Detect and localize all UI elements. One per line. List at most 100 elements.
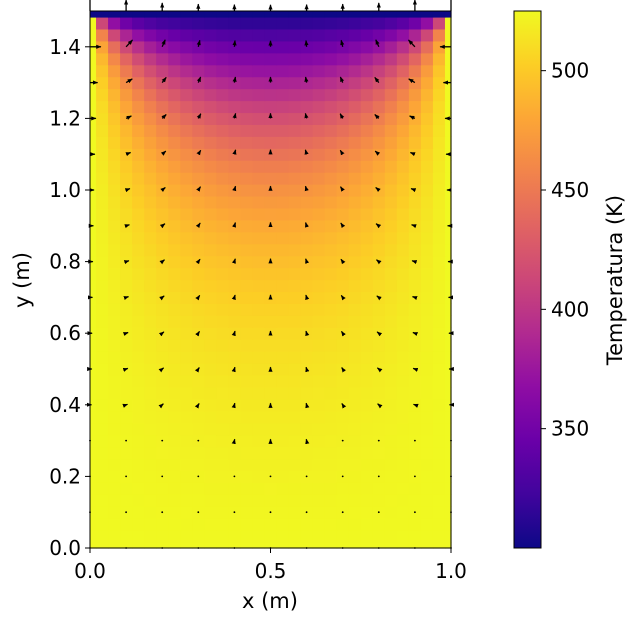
heatmap-cell (204, 458, 217, 472)
heatmap-cell (108, 40, 121, 54)
quiver-arrow (125, 39, 133, 48)
heatmap-cell (324, 148, 338, 161)
heatmap-cell (420, 64, 434, 78)
quiver-arrow (374, 114, 380, 120)
heatmap-cell (384, 195, 398, 209)
heatmap-cell (276, 303, 290, 316)
quiver-arrow (374, 150, 381, 156)
heatmap-cell (120, 374, 133, 388)
heatmap-cell (144, 148, 157, 161)
heatmap-cell (180, 386, 193, 400)
heatmap-cell (324, 16, 338, 30)
colorbar (513, 10, 542, 549)
heatmap-cell (192, 386, 205, 400)
heatmap-cell (384, 255, 398, 269)
heatmap-cell (264, 374, 278, 388)
heatmap-cell (192, 207, 205, 221)
heatmap-cell (156, 195, 169, 209)
heatmap-cell (108, 255, 121, 269)
heatmap-cell (228, 398, 242, 412)
heatmap-cell (324, 124, 338, 137)
heatmap-cell (252, 255, 266, 269)
heatmap-cell (252, 64, 266, 78)
heatmap-cell (300, 124, 314, 137)
heatmap-cell (336, 303, 350, 316)
heatmap-cell (96, 255, 109, 269)
heatmap-cell (336, 160, 350, 173)
heatmap-cell (96, 231, 109, 245)
x-tick-label: 1.0 (435, 559, 467, 583)
heatmap-cell (324, 530, 338, 543)
heatmap-cell (384, 231, 398, 245)
heatmap-cell (360, 422, 374, 436)
heatmap-cell (264, 160, 278, 173)
heatmap-cell (132, 530, 145, 543)
heatmap-cell (300, 64, 314, 78)
heatmap-cell (324, 88, 338, 102)
heatmap-cell (384, 506, 398, 519)
heatmap-cell (144, 28, 157, 42)
heatmap-cell (444, 482, 452, 495)
heatmap-cell (312, 458, 326, 472)
heatmap-cell (300, 207, 314, 221)
heatmap-cell (168, 363, 181, 376)
heatmap-cell (408, 542, 422, 549)
heatmap-cell (168, 148, 181, 161)
heatmap-cell (276, 386, 290, 400)
heatmap-cell (420, 446, 434, 460)
heatmap-cell (228, 88, 242, 102)
heatmap-cell (144, 482, 157, 495)
heatmap-cell (276, 136, 290, 149)
heatmap-cell (180, 410, 193, 424)
heatmap-cell (180, 374, 193, 388)
heatmap-cell (432, 28, 446, 42)
heatmap-cell (444, 64, 452, 78)
heatmap-cell (420, 291, 434, 304)
quiver-arrow (161, 439, 164, 442)
heatmap-cell (444, 518, 452, 531)
heatmap-cell (204, 303, 217, 316)
heatmap-cell (300, 184, 314, 197)
heatmap-cell (312, 398, 326, 412)
heatmap-cell (384, 207, 398, 221)
heatmap-cell (420, 434, 434, 448)
heatmap-cell (252, 76, 266, 90)
heatmap-cell (360, 172, 374, 185)
heatmap-cell (372, 458, 386, 472)
heatmap-cell (228, 279, 242, 293)
heatmap-cell (288, 327, 302, 340)
heatmap-cell (288, 339, 302, 352)
heatmap-cell (144, 279, 157, 293)
heatmap-cell (216, 16, 229, 30)
heatmap-cell (180, 195, 193, 209)
heatmap-cell (276, 279, 290, 293)
heatmap-cell (156, 88, 169, 102)
heatmap-cell (348, 339, 362, 352)
heatmap-cell (288, 231, 302, 245)
heatmap-cell (384, 315, 398, 328)
heatmap-cell (96, 112, 109, 125)
heatmap-cell (432, 327, 446, 340)
heatmap-cell (420, 470, 434, 483)
heatmap-cell (288, 542, 302, 549)
heatmap-cell (264, 494, 278, 507)
heatmap-cell (312, 136, 326, 149)
heatmap-cell (180, 398, 193, 412)
heatmap-cell (228, 458, 242, 472)
heatmap-cell (90, 16, 97, 30)
heatmap-cell (240, 16, 254, 30)
heatmap-cell (228, 160, 242, 173)
heatmap-cell (384, 148, 398, 161)
heatmap-cell (180, 64, 193, 78)
heatmap-cell (264, 530, 278, 543)
heatmap-cell (348, 303, 362, 316)
heatmap-cell (420, 339, 434, 352)
heatmap-cell (252, 184, 266, 197)
y-tick-label: 0.4 (49, 393, 81, 417)
heatmap-cell (204, 16, 217, 30)
heatmap-cell (156, 11, 169, 18)
heatmap-cell (420, 100, 434, 114)
heatmap-cell (360, 542, 374, 549)
heatmap-cell (228, 422, 242, 436)
heatmap-cell (276, 506, 290, 519)
